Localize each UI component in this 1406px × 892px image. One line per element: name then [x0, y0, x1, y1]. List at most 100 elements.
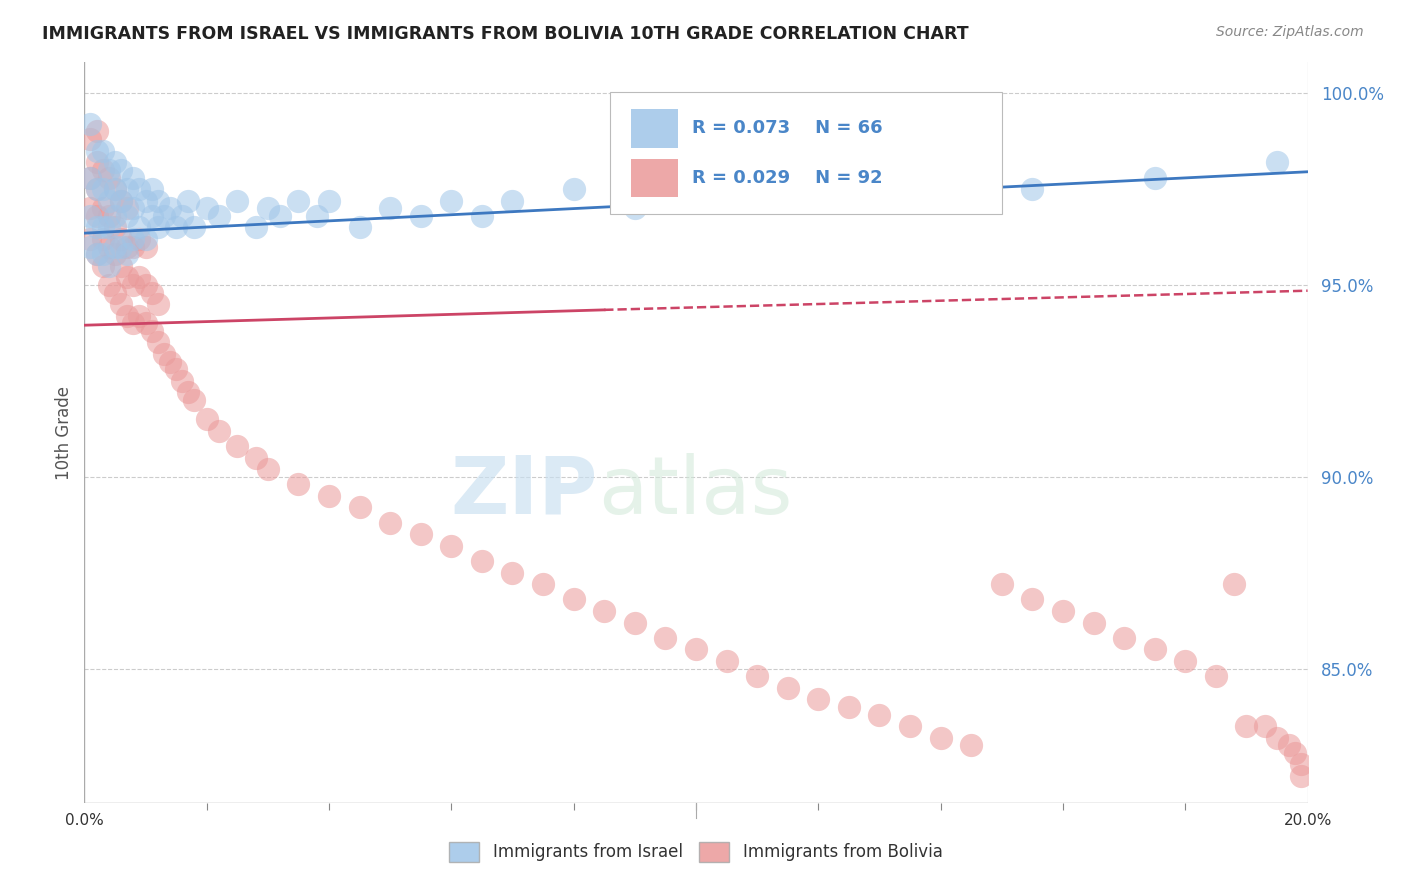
Point	[91, 144, 114, 158]
Legend: Immigrants from Israel, Immigrants from Bolivia: Immigrants from Israel, Immigrants from …	[443, 835, 949, 869]
Point	[269, 209, 291, 223]
FancyBboxPatch shape	[631, 159, 678, 197]
Point	[79, 209, 101, 223]
Point	[409, 527, 432, 541]
Point	[195, 201, 218, 215]
Point	[86, 220, 108, 235]
Point	[245, 450, 267, 465]
Point	[1052, 604, 1074, 618]
Point	[97, 220, 120, 235]
Point	[287, 477, 309, 491]
Y-axis label: 10th Grade: 10th Grade	[55, 385, 73, 480]
Point	[257, 201, 280, 215]
Point	[562, 592, 585, 607]
Point	[1205, 669, 1227, 683]
Point	[685, 642, 707, 657]
Point	[122, 170, 145, 185]
Point	[153, 209, 176, 223]
Point	[153, 347, 176, 361]
Point	[115, 239, 138, 253]
Point	[502, 194, 524, 208]
Point	[1265, 155, 1288, 169]
Point	[86, 155, 108, 169]
Point	[110, 194, 132, 208]
Point	[104, 182, 127, 196]
Point	[104, 247, 127, 261]
Point	[115, 182, 138, 196]
Point	[318, 489, 340, 503]
Point	[183, 392, 205, 407]
Point	[159, 354, 181, 368]
Point	[1021, 592, 1043, 607]
Point	[91, 220, 114, 235]
Point	[380, 201, 402, 215]
Point	[110, 259, 132, 273]
Point	[624, 615, 647, 630]
Text: ZIP: ZIP	[451, 453, 598, 531]
Point	[562, 182, 585, 196]
Point	[122, 277, 145, 292]
Point	[1021, 182, 1043, 196]
Point	[122, 232, 145, 246]
Point	[79, 170, 101, 185]
Point	[1236, 719, 1258, 733]
Text: IMMIGRANTS FROM ISRAEL VS IMMIGRANTS FROM BOLIVIA 10TH GRADE CORRELATION CHART: IMMIGRANTS FROM ISRAEL VS IMMIGRANTS FRO…	[42, 25, 969, 43]
Point	[110, 194, 132, 208]
Text: R = 0.073    N = 66: R = 0.073 N = 66	[692, 120, 883, 137]
Point	[128, 309, 150, 323]
Point	[531, 577, 554, 591]
Point	[79, 170, 101, 185]
Point	[146, 220, 169, 235]
Point	[122, 239, 145, 253]
Point	[716, 654, 738, 668]
Point	[104, 220, 127, 235]
Point	[471, 209, 494, 223]
Point	[165, 220, 187, 235]
Point	[128, 182, 150, 196]
Point	[654, 631, 676, 645]
Point	[86, 247, 108, 261]
Point	[104, 285, 127, 300]
Point	[86, 124, 108, 138]
Point	[128, 232, 150, 246]
Point	[1291, 757, 1313, 772]
Point	[502, 566, 524, 580]
Point	[1223, 577, 1246, 591]
Point	[380, 516, 402, 530]
Point	[91, 247, 114, 261]
Point	[135, 277, 157, 292]
Point	[349, 220, 371, 235]
Point	[991, 577, 1014, 591]
Point	[159, 201, 181, 215]
Point	[257, 462, 280, 476]
Point	[685, 194, 707, 208]
Text: Source: ZipAtlas.com: Source: ZipAtlas.com	[1216, 25, 1364, 39]
Point	[1278, 738, 1301, 752]
Point	[104, 239, 127, 253]
Point	[1291, 769, 1313, 783]
Point	[91, 182, 114, 196]
Point	[208, 209, 231, 223]
Point	[593, 604, 616, 618]
Point	[146, 194, 169, 208]
Point	[86, 247, 108, 261]
Point	[122, 316, 145, 330]
Point	[807, 692, 830, 706]
Point	[79, 232, 101, 246]
Point	[172, 209, 194, 223]
Point	[104, 209, 127, 223]
Point	[1114, 631, 1136, 645]
Point	[869, 707, 891, 722]
Point	[318, 194, 340, 208]
Point	[97, 194, 120, 208]
Point	[146, 335, 169, 350]
Point	[97, 277, 120, 292]
Point	[79, 201, 101, 215]
Point	[349, 500, 371, 515]
Point	[245, 220, 267, 235]
Point	[141, 324, 163, 338]
Point	[177, 194, 200, 208]
Point	[110, 297, 132, 311]
Point	[128, 270, 150, 285]
Point	[1174, 654, 1197, 668]
